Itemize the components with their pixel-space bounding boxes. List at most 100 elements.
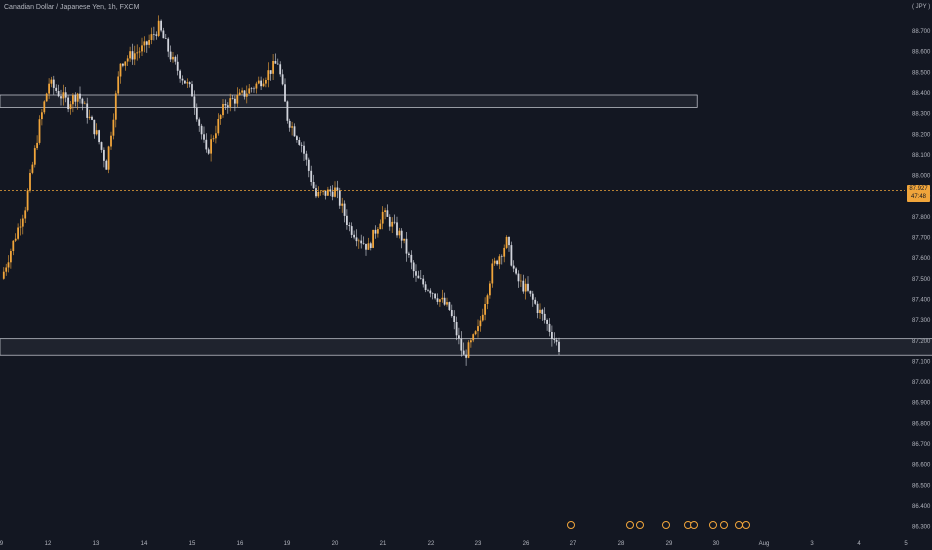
candle-body [210,139,212,154]
candle-body [393,221,396,223]
candle-body [357,240,360,242]
candle-body [48,83,50,94]
candle-body [543,313,546,321]
candle-body [231,98,234,99]
candle-body [315,188,317,197]
candle-body [260,80,262,87]
candle-body [100,142,103,150]
candle-body [307,159,310,171]
candle-body [191,84,193,97]
candle-body [372,229,374,248]
candle-body [281,74,284,85]
candle-body [551,332,553,339]
candle-body [296,136,298,140]
candle-body [558,341,560,352]
candle-body [388,216,391,227]
candle-body [500,256,503,257]
y-tick-label: 88.400 [912,91,931,97]
candle-body [31,164,34,173]
y-tick-label: 87.300 [912,318,931,324]
candle-body [360,240,363,244]
candle-body [467,342,470,358]
candle-body [203,134,205,140]
candle-body [21,218,24,227]
candle-body [486,295,489,304]
candle-body [193,96,196,108]
candle-body [522,280,525,292]
candle-body [536,303,539,313]
x-tick-label: 15 [189,541,196,547]
resistance-zone[interactable] [0,94,698,108]
event-marker-icon[interactable] [636,521,644,529]
candle-body [172,56,174,60]
candle-body [338,190,341,206]
candle-body [403,238,405,241]
event-marker-icon[interactable] [690,521,698,529]
candle-body [541,309,544,314]
candle-body [396,222,398,236]
candle-body [153,34,155,35]
candle-body [274,61,277,64]
candle-body [305,153,308,160]
candle-body [133,53,136,60]
candle-body [470,340,472,343]
candle-body [164,38,167,39]
candle-body [303,145,305,154]
event-marker-icon[interactable] [567,521,575,529]
candle-body [83,103,86,105]
candle-body [419,278,422,279]
candle-body [29,173,31,191]
candle-body [174,56,177,62]
candle-body [60,96,62,99]
candle-body [317,192,320,197]
candle-body [284,84,286,102]
y-tick-label: 88.300 [912,112,931,118]
x-tick-label: 4 [857,541,861,547]
x-tick-label: 21 [380,541,387,547]
y-tick-label: 88.500 [912,70,931,76]
y-tick-label: 88.600 [912,50,931,56]
candle-body [462,350,465,355]
y-tick-label: 87.500 [912,277,931,283]
candle-body [546,320,548,324]
candle-body [286,101,289,121]
candle-body [124,61,127,66]
candle-body [555,339,558,342]
y-tick-label: 86.500 [912,483,931,489]
candle-body [52,79,55,88]
x-tick-label: 16 [237,541,244,547]
candle-body [122,63,124,66]
candle-body [267,70,270,80]
y-tick-label: 87.800 [912,215,931,221]
candle-body [112,119,115,136]
event-marker-icon[interactable] [742,521,750,529]
candle-body [350,226,353,235]
y-tick-label: 86.400 [912,504,931,510]
candle-body [88,116,91,118]
y-tick-label: 86.900 [912,401,931,407]
candle-body [410,254,413,263]
y-tick-label: 86.800 [912,421,931,427]
event-marker-icon[interactable] [720,521,728,529]
event-marker-icon[interactable] [626,521,634,529]
event-marker-icon[interactable] [709,521,717,529]
y-tick-label: 87.600 [912,256,931,262]
candle-body [148,40,150,45]
candle-body [215,133,217,139]
candle-body [472,334,475,341]
candle-body [198,119,201,126]
candle-body [136,52,139,54]
x-tick-label: Aug [759,541,770,547]
candle-body [436,298,439,302]
candle-body [481,314,484,321]
candle-body [138,51,141,53]
candle-body [408,253,410,255]
support-zone[interactable] [0,338,932,356]
event-marker-icon[interactable] [662,521,670,529]
x-tick-label: 3 [810,541,814,547]
candle-body [245,93,248,97]
candle-body [38,119,41,143]
candle-body [346,215,348,225]
candle-body [26,190,29,211]
